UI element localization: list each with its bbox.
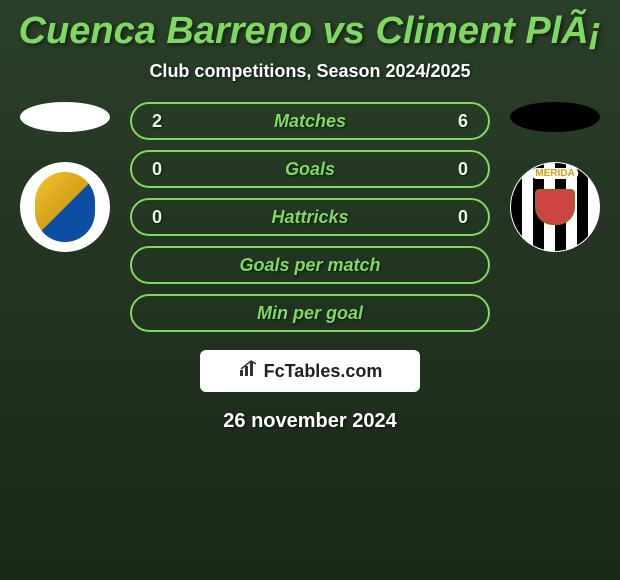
chart-icon (238, 360, 258, 383)
stat-row-hattricks: 0 Hattricks 0 (130, 198, 490, 236)
page-title: Cuenca Barreno vs Climent PlÃ¡ (15, 10, 605, 53)
team-right-badge: MERIDA (510, 162, 600, 252)
stat-label: Min per goal (257, 303, 363, 324)
team-right-column: MERIDA (505, 102, 605, 252)
stats-column: 2 Matches 6 0 Goals 0 0 Hattricks 0 Goal… (130, 102, 490, 332)
team-left-badge (20, 162, 110, 252)
stat-row-matches: 2 Matches 6 (130, 102, 490, 140)
stat-right-value: 6 (458, 111, 468, 132)
team-left-column (15, 102, 115, 252)
stat-left-value: 0 (152, 207, 162, 228)
source-text: FcTables.com (264, 361, 383, 382)
stat-label: Goals (285, 159, 335, 180)
stat-row-goals: 0 Goals 0 (130, 150, 490, 188)
source-badge[interactable]: FcTables.com (200, 350, 420, 392)
merida-label: MERIDA (531, 168, 578, 179)
stat-left-value: 0 (152, 159, 162, 180)
stat-row-goals-per-match: Goals per match (130, 246, 490, 284)
player-right-placeholder (510, 102, 600, 132)
main-row: 2 Matches 6 0 Goals 0 0 Hattricks 0 Goal… (15, 102, 605, 332)
comparison-card: Cuenca Barreno vs Climent PlÃ¡ Club comp… (0, 0, 620, 443)
stat-label: Matches (274, 111, 346, 132)
stat-row-min-per-goal: Min per goal (130, 294, 490, 332)
stat-label: Goals per match (239, 255, 380, 276)
merida-shield-icon (535, 189, 575, 225)
player-left-placeholder (20, 102, 110, 132)
real-madrid-crest-icon (35, 172, 95, 242)
stat-right-value: 0 (458, 207, 468, 228)
subtitle: Club competitions, Season 2024/2025 (15, 61, 605, 82)
stat-label: Hattricks (271, 207, 348, 228)
stat-left-value: 2 (152, 111, 162, 132)
date-text: 26 november 2024 (15, 410, 605, 433)
stat-right-value: 0 (458, 159, 468, 180)
